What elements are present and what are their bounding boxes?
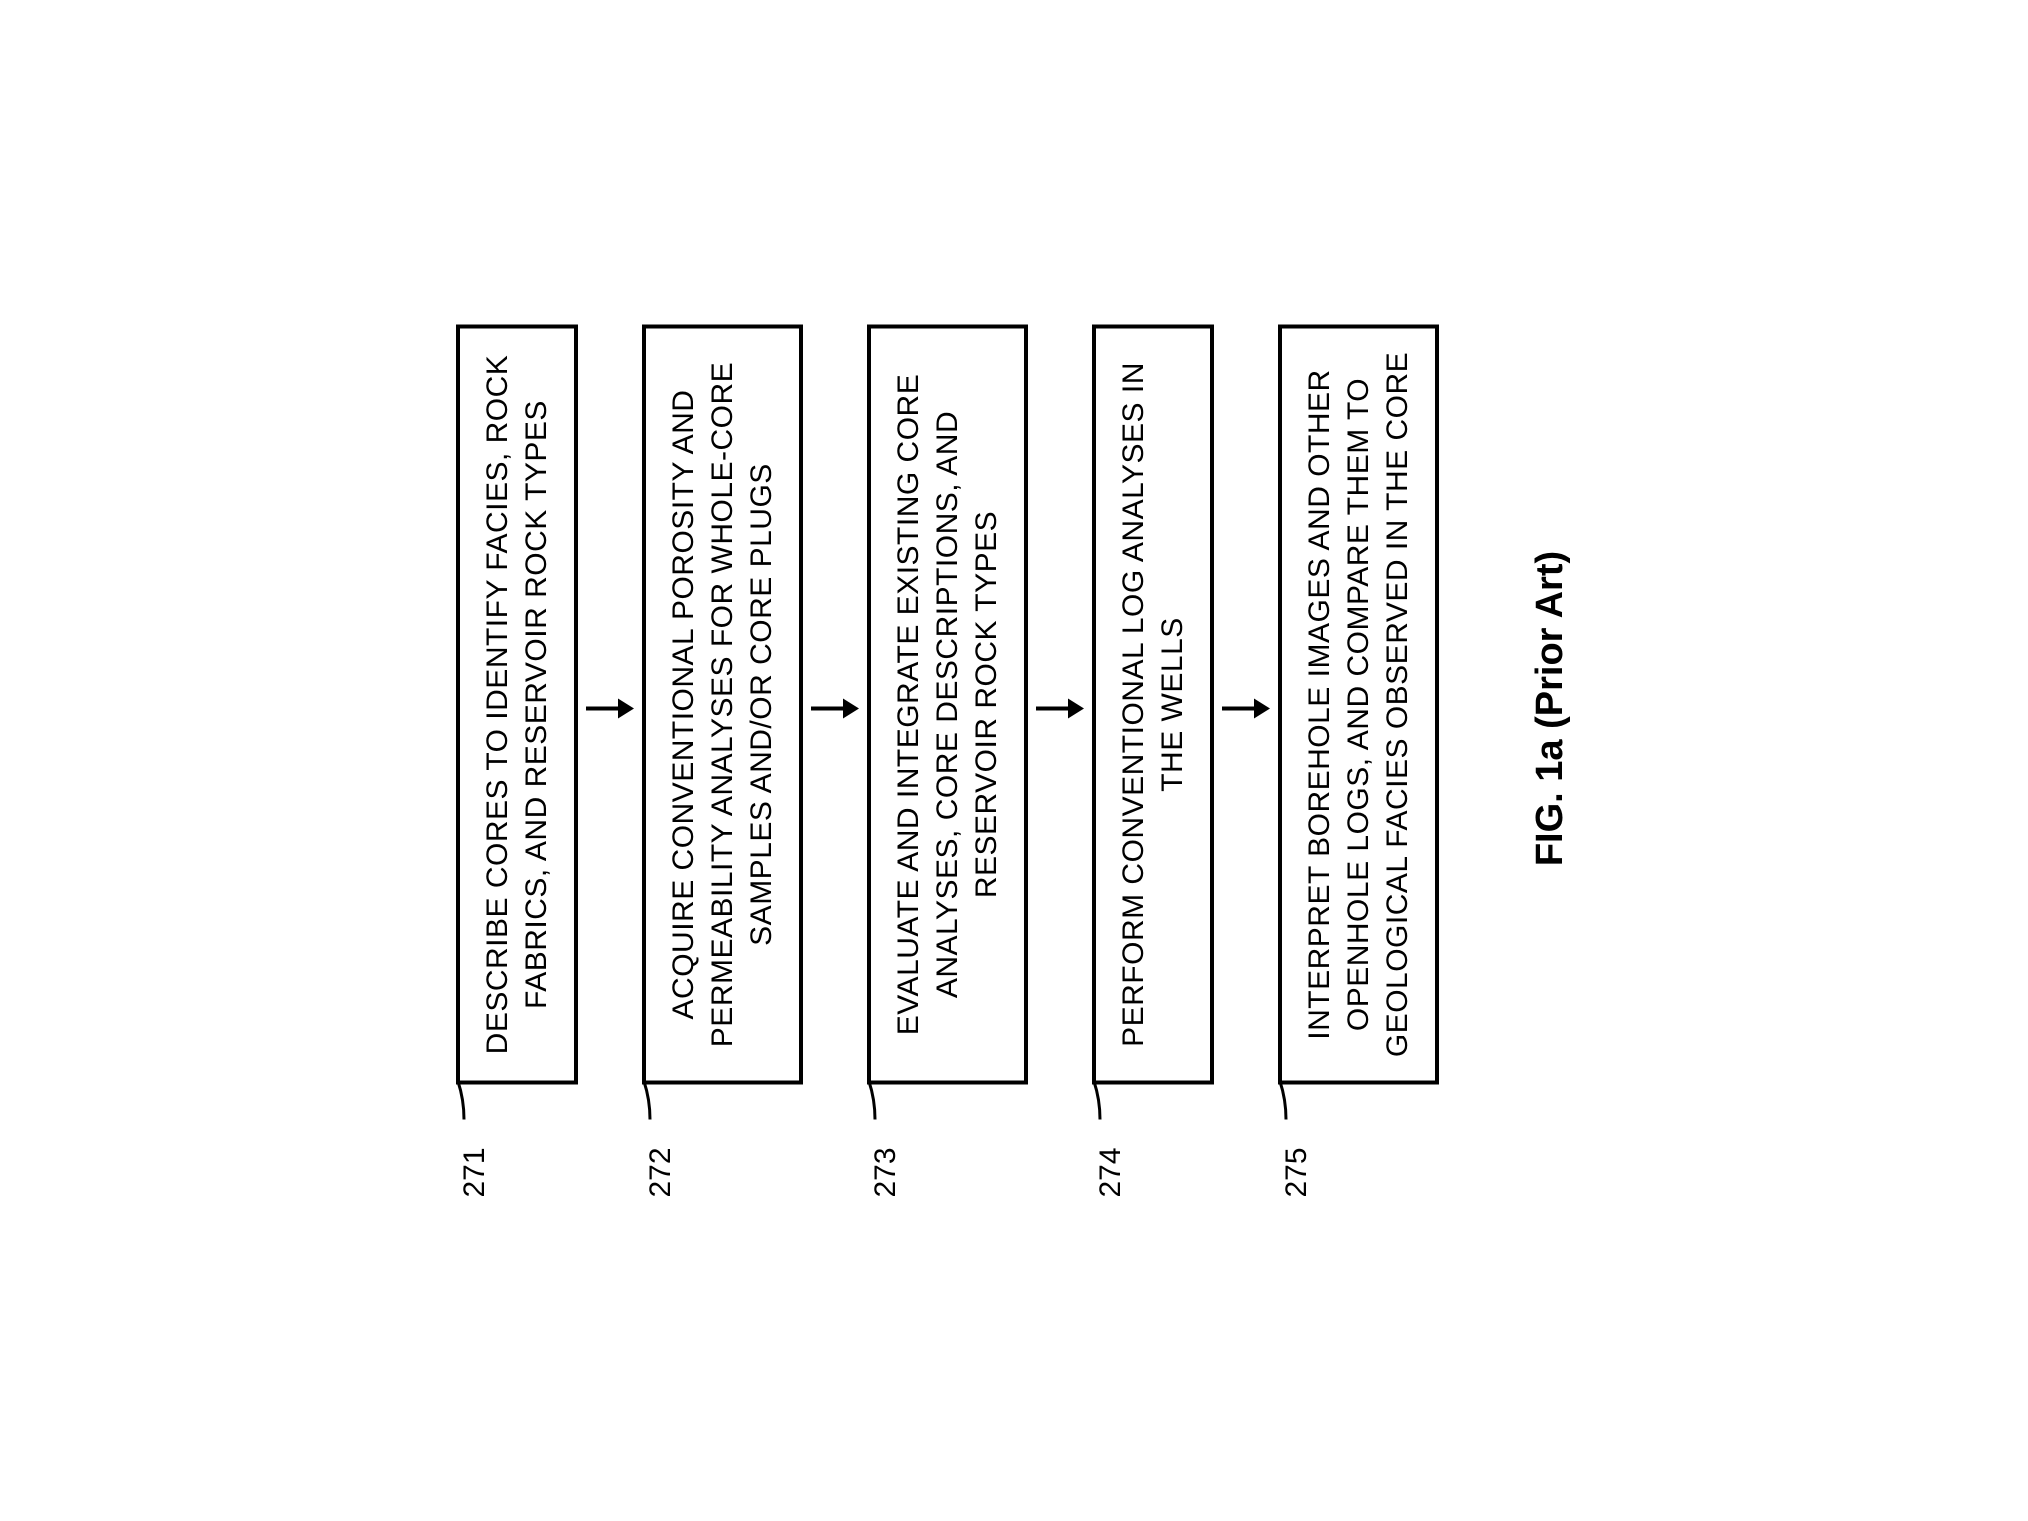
- label-connector-1: 271: [456, 1084, 492, 1197]
- label-connector-3: 273: [867, 1084, 903, 1197]
- step-row-4: 274 PERFORM CONVENTIONAL LOG ANALYSES IN…: [1092, 324, 1214, 1197]
- step-row-5: 275 INTERPRET BOREHOLE IMAGES AND OTHER …: [1278, 324, 1439, 1197]
- connector-curve-1: [456, 1084, 486, 1119]
- step-box-2: ACQUIRE CONVENTIONAL POROSITY AND PERMEA…: [642, 324, 803, 1084]
- label-connector-2: 272: [642, 1084, 678, 1197]
- step-text-3: EVALUATE AND INTEGRATE EXISTING CORE ANA…: [889, 348, 1006, 1060]
- connector-curve-2: [642, 1084, 672, 1119]
- step-text-1: DESCRIBE CORES TO IDENTIFY FACIES, ROCK …: [478, 348, 556, 1060]
- connector-curve-3: [867, 1084, 897, 1119]
- step-row-3: 273 EVALUATE AND INTEGRATE EXISTING CORE…: [867, 324, 1028, 1197]
- step-row-2: 272 ACQUIRE CONVENTIONAL POROSITY AND PE…: [642, 324, 803, 1197]
- connector-curve-5: [1278, 1084, 1308, 1119]
- step-box-3: EVALUATE AND INTEGRATE EXISTING CORE ANA…: [867, 324, 1028, 1084]
- label-connector-4: 274: [1092, 1084, 1128, 1197]
- step-label-1: 271: [456, 1127, 492, 1197]
- arrow-2: [811, 693, 859, 723]
- step-box-1: DESCRIBE CORES TO IDENTIFY FACIES, ROCK …: [456, 324, 578, 1084]
- flowchart-diagram: 271 DESCRIBE CORES TO IDENTIFY FACIES, R…: [456, 324, 1572, 1197]
- arrow-4: [1222, 693, 1270, 723]
- step-box-4: PERFORM CONVENTIONAL LOG ANALYSES IN THE…: [1092, 324, 1214, 1084]
- connector-curve-4: [1092, 1084, 1122, 1119]
- step-label-5: 275: [1278, 1127, 1314, 1197]
- step-text-2: ACQUIRE CONVENTIONAL POROSITY AND PERMEA…: [664, 348, 781, 1060]
- figure-caption: FIG. 1a (Prior Art): [1529, 550, 1572, 865]
- arrow-1: [586, 693, 634, 723]
- step-text-4: PERFORM CONVENTIONAL LOG ANALYSES IN THE…: [1114, 348, 1192, 1060]
- label-connector-5: 275: [1278, 1084, 1314, 1197]
- step-label-3: 273: [867, 1127, 903, 1197]
- step-box-5: INTERPRET BOREHOLE IMAGES AND OTHER OPEN…: [1278, 324, 1439, 1084]
- arrow-3: [1036, 693, 1084, 723]
- step-text-5: INTERPRET BOREHOLE IMAGES AND OTHER OPEN…: [1300, 348, 1417, 1060]
- step-label-2: 272: [642, 1127, 678, 1197]
- step-row-1: 271 DESCRIBE CORES TO IDENTIFY FACIES, R…: [456, 324, 578, 1197]
- step-label-4: 274: [1092, 1127, 1128, 1197]
